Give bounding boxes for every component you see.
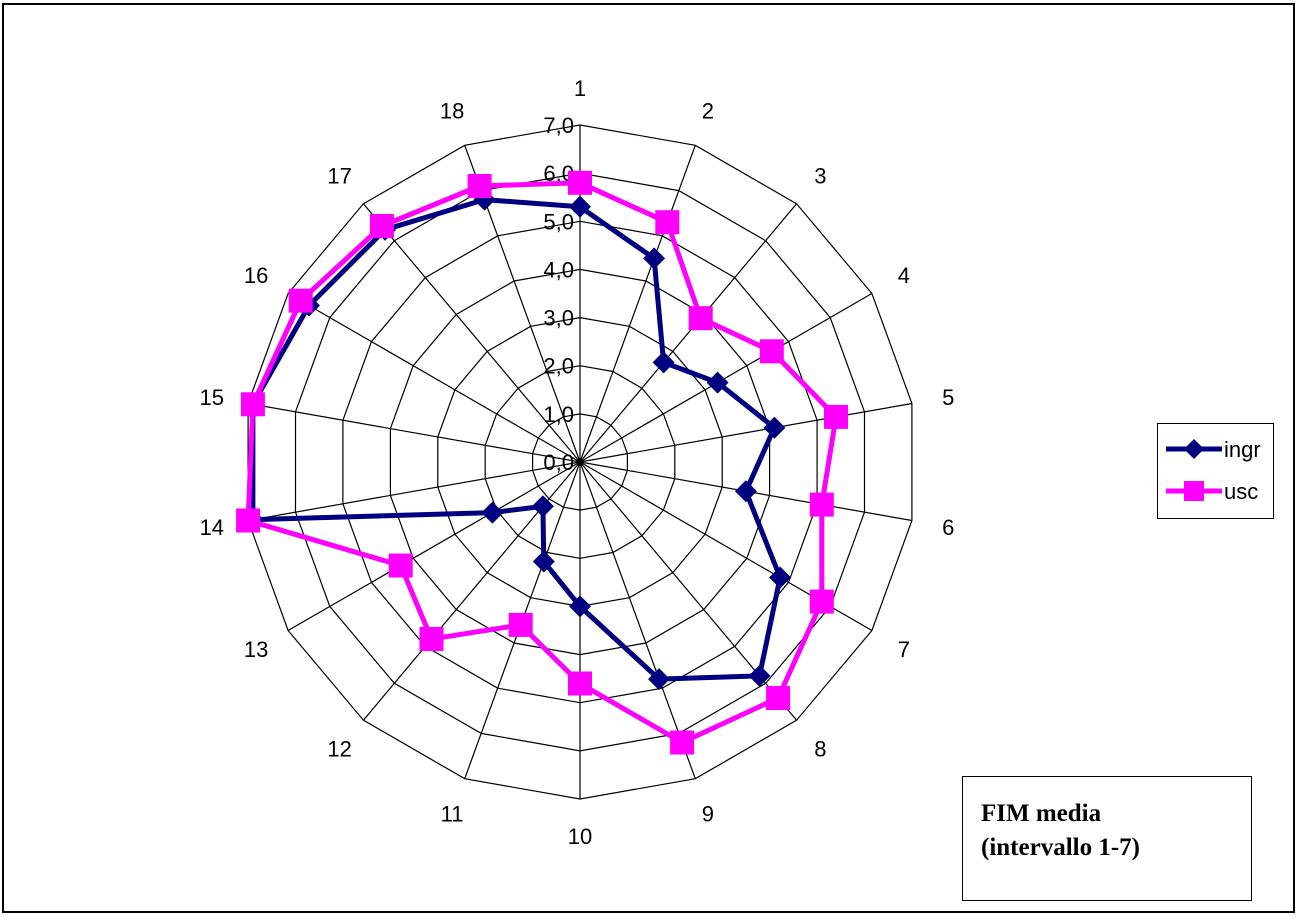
radar-chart: 0,01,02,03,04,05,06,07,0 123456789101112…	[199, 76, 954, 849]
legend-label-ingr: ingr	[1224, 437, 1261, 462]
data-point-usc-18	[467, 174, 492, 198]
data-point-ingr-13	[481, 501, 504, 524]
category-label-11: 11	[441, 801, 464, 826]
category-label-14: 14	[199, 515, 223, 540]
grid-spoke-2	[579, 145, 696, 463]
category-label-4: 4	[898, 263, 910, 288]
data-point-ingr-9	[648, 668, 670, 691]
category-label-18: 18	[440, 99, 464, 124]
data-point-usc-1	[568, 170, 592, 195]
tick-label: 2,0	[543, 354, 574, 379]
category-label-15: 15	[199, 385, 223, 410]
tick-label: 0,0	[543, 450, 574, 475]
category-label-8: 8	[814, 737, 826, 762]
data-point-usc-9	[670, 730, 695, 755]
data-point-usc-6	[809, 492, 834, 517]
grid-spoke-17	[362, 203, 581, 463]
data-point-ingr-2	[643, 247, 666, 270]
data-point-ingr-8	[748, 664, 771, 687]
radar-grid	[247, 124, 913, 800]
legend-item-usc: usc	[1158, 476, 1275, 506]
data-point-ingr-3	[652, 351, 675, 374]
data-point-usc-5	[824, 404, 848, 429]
legend-marker-ingr	[1166, 439, 1222, 459]
series-line-usc	[245, 180, 839, 745]
data-point-usc-15	[240, 392, 265, 417]
grid-spoke-5	[579, 402, 913, 463]
data-point-usc-10	[568, 671, 592, 696]
radial-tick-labels: 0,01,02,03,04,05,06,07,0	[543, 113, 574, 475]
grid-spoke-4	[579, 292, 873, 463]
series-usc	[236, 170, 848, 755]
category-label-6: 6	[942, 515, 954, 540]
note-line-1: FIM media	[981, 800, 1102, 827]
data-point-usc-2	[655, 210, 680, 235]
category-label-7: 7	[898, 637, 910, 662]
data-point-usc-13	[388, 553, 413, 578]
data-point-ingr-1	[569, 195, 591, 218]
legend-label-usc: usc	[1224, 479, 1259, 504]
category-label-2: 2	[702, 99, 714, 124]
category-label-5: 5	[942, 385, 954, 410]
category-label-9: 9	[702, 801, 714, 826]
data-point-usc-4	[759, 339, 784, 364]
data-point-ingr-11	[532, 550, 555, 573]
note-line-2: (intervallo 1-7)	[981, 834, 1140, 861]
grid-spoke-14	[247, 461, 581, 522]
chart-frame: 0,0 1,0 2,0 3,0 4,0 5,0 6,0 7,0 1 2 3 4 5 6 7 8 9 10 11 12…	[2, 3, 1295, 913]
data-point-ingr-12	[531, 495, 554, 518]
data-point-ingr-7	[769, 566, 792, 589]
category-label-12: 12	[327, 737, 351, 762]
category-label-17: 17	[327, 164, 351, 189]
tick-label: 3,0	[543, 306, 574, 331]
category-label-3: 3	[814, 164, 826, 189]
category-label-16: 16	[244, 263, 268, 288]
tick-label: 5,0	[543, 209, 574, 234]
data-point-ingr-4	[706, 371, 729, 394]
data-point-usc-16	[288, 288, 313, 313]
chart-note: FIM media (intervallo 1-7)	[962, 776, 1252, 901]
grid-spoke-13	[287, 461, 581, 632]
grid-spoke-15	[247, 402, 581, 463]
series-layer	[236, 170, 848, 755]
grid-spoke-9	[579, 461, 696, 779]
grid-spoke-3	[579, 203, 798, 463]
data-point-usc-14	[236, 508, 261, 533]
data-point-usc-8	[766, 686, 791, 710]
data-point-usc-11	[508, 612, 533, 637]
data-point-usc-3	[688, 306, 713, 331]
data-point-usc-12	[419, 627, 444, 651]
legend-item-ingr: ingr	[1158, 434, 1275, 464]
data-point-usc-7	[809, 589, 834, 614]
tick-label: 7,0	[543, 113, 574, 138]
legend: ingr usc	[1157, 423, 1274, 519]
data-point-usc-17	[369, 214, 394, 238]
category-label-1: 1	[574, 76, 586, 101]
tick-label: 1,0	[543, 402, 574, 427]
data-point-ingr-10	[569, 595, 591, 618]
category-label-13: 13	[244, 637, 268, 662]
data-point-ingr-5	[763, 416, 786, 439]
category-label-10: 10	[568, 824, 592, 849]
data-point-ingr-6	[734, 480, 757, 503]
grid-spoke-16	[287, 292, 581, 463]
tick-label: 4,0	[543, 257, 574, 282]
legend-marker-usc	[1166, 481, 1222, 501]
